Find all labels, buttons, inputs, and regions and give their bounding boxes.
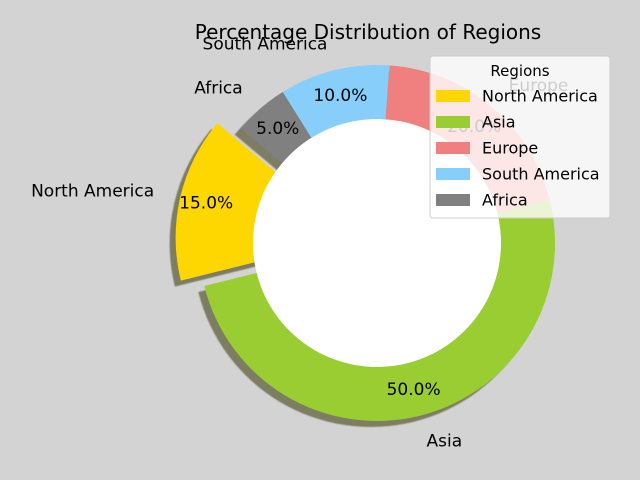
legend-swatch-north-america (436, 90, 470, 102)
legend-entry-south-america: South America (482, 165, 600, 184)
percentage-label-south-america: 10.0% (313, 86, 367, 106)
category-label-north-america: North America (31, 182, 154, 202)
legend-title: Regions (490, 62, 549, 80)
legend-entry-europe: Europe (482, 139, 538, 158)
category-label-asia: Asia (427, 432, 463, 452)
legend-entry-north-america: North America (482, 87, 598, 106)
percentage-label-asia: 50.0% (387, 380, 441, 400)
legend-frame (429, 55, 611, 219)
legend-entry-africa: Africa (482, 191, 528, 210)
legend-swatch-africa (436, 194, 470, 206)
category-label-south-america: South America (203, 34, 328, 54)
legend-swatch-south-america (436, 168, 470, 180)
legend-swatch-europe (436, 142, 470, 154)
legend-entry-asia: Asia (482, 113, 516, 132)
legend: Regions North America Asia Europe South Amer… (429, 55, 611, 219)
percentage-label-north-america: 15.0% (179, 194, 233, 214)
percentage-label-africa: 5.0% (256, 119, 299, 139)
category-label-africa: Africa (194, 79, 243, 99)
legend-swatch-asia (436, 116, 470, 128)
chart-title: Percentage Distribution of Regions (195, 20, 541, 44)
